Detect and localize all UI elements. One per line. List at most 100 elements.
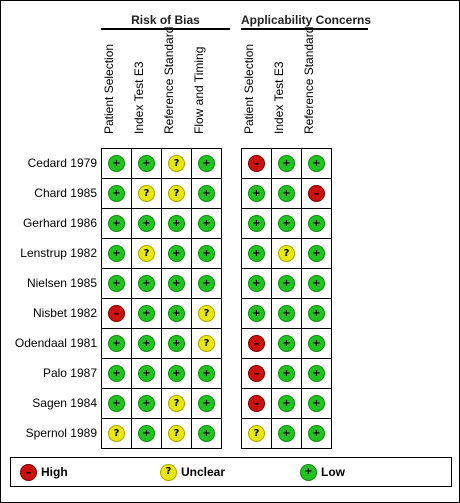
risk-cell: + xyxy=(162,359,192,389)
low-risk-icon: + xyxy=(300,463,317,481)
column-header-label: Flow and Timing xyxy=(192,46,206,134)
low-risk-icon: + xyxy=(138,155,155,172)
risk-cell: + xyxy=(162,329,192,359)
column-header-label: Patient Selection xyxy=(242,43,256,134)
group-header-applicability-concerns: Applicability Concerns xyxy=(241,13,371,30)
unclear-risk-icon: ? xyxy=(138,245,155,262)
legend: – High ? Unclear + Low xyxy=(10,457,452,487)
risk-cell: ? xyxy=(162,149,192,179)
applicability-cell: + xyxy=(302,419,332,449)
risk-cell: + xyxy=(192,269,222,299)
risk-cell: + xyxy=(162,299,192,329)
risk-cell: + xyxy=(192,179,222,209)
legend-item-unclear: ? Unclear xyxy=(160,463,225,481)
risk-cell: + xyxy=(102,149,132,179)
low-risk-icon: + xyxy=(198,395,215,412)
applicability-cell: + xyxy=(272,359,302,389)
low-risk-icon: + xyxy=(108,395,125,412)
applicability-cell: + xyxy=(272,299,302,329)
low-risk-icon: + xyxy=(248,275,265,292)
low-risk-icon: + xyxy=(138,215,155,232)
risk-cell: ? xyxy=(162,179,192,209)
risk-cell: + xyxy=(132,269,162,299)
low-risk-icon: + xyxy=(168,245,185,262)
risk-cell: + xyxy=(102,179,132,209)
risk-cell: – xyxy=(102,299,132,329)
low-risk-icon: + xyxy=(168,335,185,352)
risk-cell: ? xyxy=(162,389,192,419)
low-risk-icon: + xyxy=(248,245,265,262)
low-risk-icon: + xyxy=(138,275,155,292)
low-risk-icon: + xyxy=(248,185,265,202)
legend-item-low: + Low xyxy=(300,463,345,481)
risk-cell: ? xyxy=(132,239,162,269)
risk-cell: + xyxy=(132,209,162,239)
risk-cell: + xyxy=(192,389,222,419)
column-header-label: Index Test E3 xyxy=(132,61,146,135)
risk-cell: + xyxy=(132,389,162,419)
risk-cell: + xyxy=(192,419,222,449)
low-risk-icon: + xyxy=(278,425,295,442)
risk-cell: + xyxy=(162,269,192,299)
applicability-cell: + xyxy=(302,149,332,179)
risk-cell: + xyxy=(192,239,222,269)
low-risk-icon: + xyxy=(308,305,325,322)
applicability-cell: + xyxy=(242,269,272,299)
risk-cell: ? xyxy=(192,299,222,329)
low-risk-icon: + xyxy=(278,335,295,352)
low-risk-icon: + xyxy=(248,305,265,322)
low-risk-icon: + xyxy=(308,155,325,172)
risk-cell: + xyxy=(102,239,132,269)
applicability-cell: + xyxy=(302,209,332,239)
applicability-cell: + xyxy=(302,389,332,419)
risk-cell: + xyxy=(102,269,132,299)
column-header-label: Patient Selection xyxy=(102,43,116,134)
applicability-column-header: Reference Standard xyxy=(301,27,331,144)
unclear-risk-icon: ? xyxy=(198,335,215,352)
low-risk-icon: + xyxy=(278,275,295,292)
low-risk-icon: + xyxy=(138,305,155,322)
high-risk-icon: – xyxy=(248,335,265,352)
risk-cell: + xyxy=(102,209,132,239)
low-risk-icon: + xyxy=(278,185,295,202)
high-risk-icon: – xyxy=(248,395,265,412)
applicability-cell: + xyxy=(272,209,302,239)
high-risk-icon: – xyxy=(308,185,325,202)
low-risk-icon: + xyxy=(278,365,295,382)
low-risk-icon: + xyxy=(308,335,325,352)
applicability-cell: + xyxy=(302,269,332,299)
risk-cell: + xyxy=(162,239,192,269)
risk-cell: + xyxy=(132,359,162,389)
applicability-column-header: Patient Selection xyxy=(241,34,271,144)
unclear-risk-icon: ? xyxy=(198,305,215,322)
risk-cell: + xyxy=(162,209,192,239)
applicability-cell: + xyxy=(272,269,302,299)
study-label: Spernol 1989 xyxy=(25,426,97,440)
applicability-cell: + xyxy=(242,209,272,239)
study-label: Chard 1985 xyxy=(34,186,97,200)
risk-cell: + xyxy=(192,359,222,389)
risk-column-header: Reference Standard xyxy=(161,27,191,144)
low-risk-icon: + xyxy=(278,305,295,322)
study-label: Sagen 1984 xyxy=(32,396,97,410)
low-risk-icon: + xyxy=(108,155,125,172)
applicability-cell: + xyxy=(302,359,332,389)
unclear-risk-icon: ? xyxy=(168,185,185,202)
risk-cell: ? xyxy=(102,419,132,449)
applicability-cell: + xyxy=(272,419,302,449)
low-risk-icon: + xyxy=(108,335,125,352)
applicability-cell: + xyxy=(272,149,302,179)
risk-cell: + xyxy=(102,359,132,389)
low-risk-icon: + xyxy=(198,275,215,292)
low-risk-icon: + xyxy=(198,155,215,172)
low-risk-icon: + xyxy=(308,245,325,262)
unclear-risk-icon: ? xyxy=(278,245,295,262)
low-risk-icon: + xyxy=(198,185,215,202)
low-risk-icon: + xyxy=(108,215,125,232)
high-risk-icon: – xyxy=(248,365,265,382)
unclear-risk-icon: ? xyxy=(168,395,185,412)
legend-label: Unclear xyxy=(181,465,226,479)
risk-cell: + xyxy=(132,149,162,179)
study-label: Nielsen 1985 xyxy=(26,276,97,290)
